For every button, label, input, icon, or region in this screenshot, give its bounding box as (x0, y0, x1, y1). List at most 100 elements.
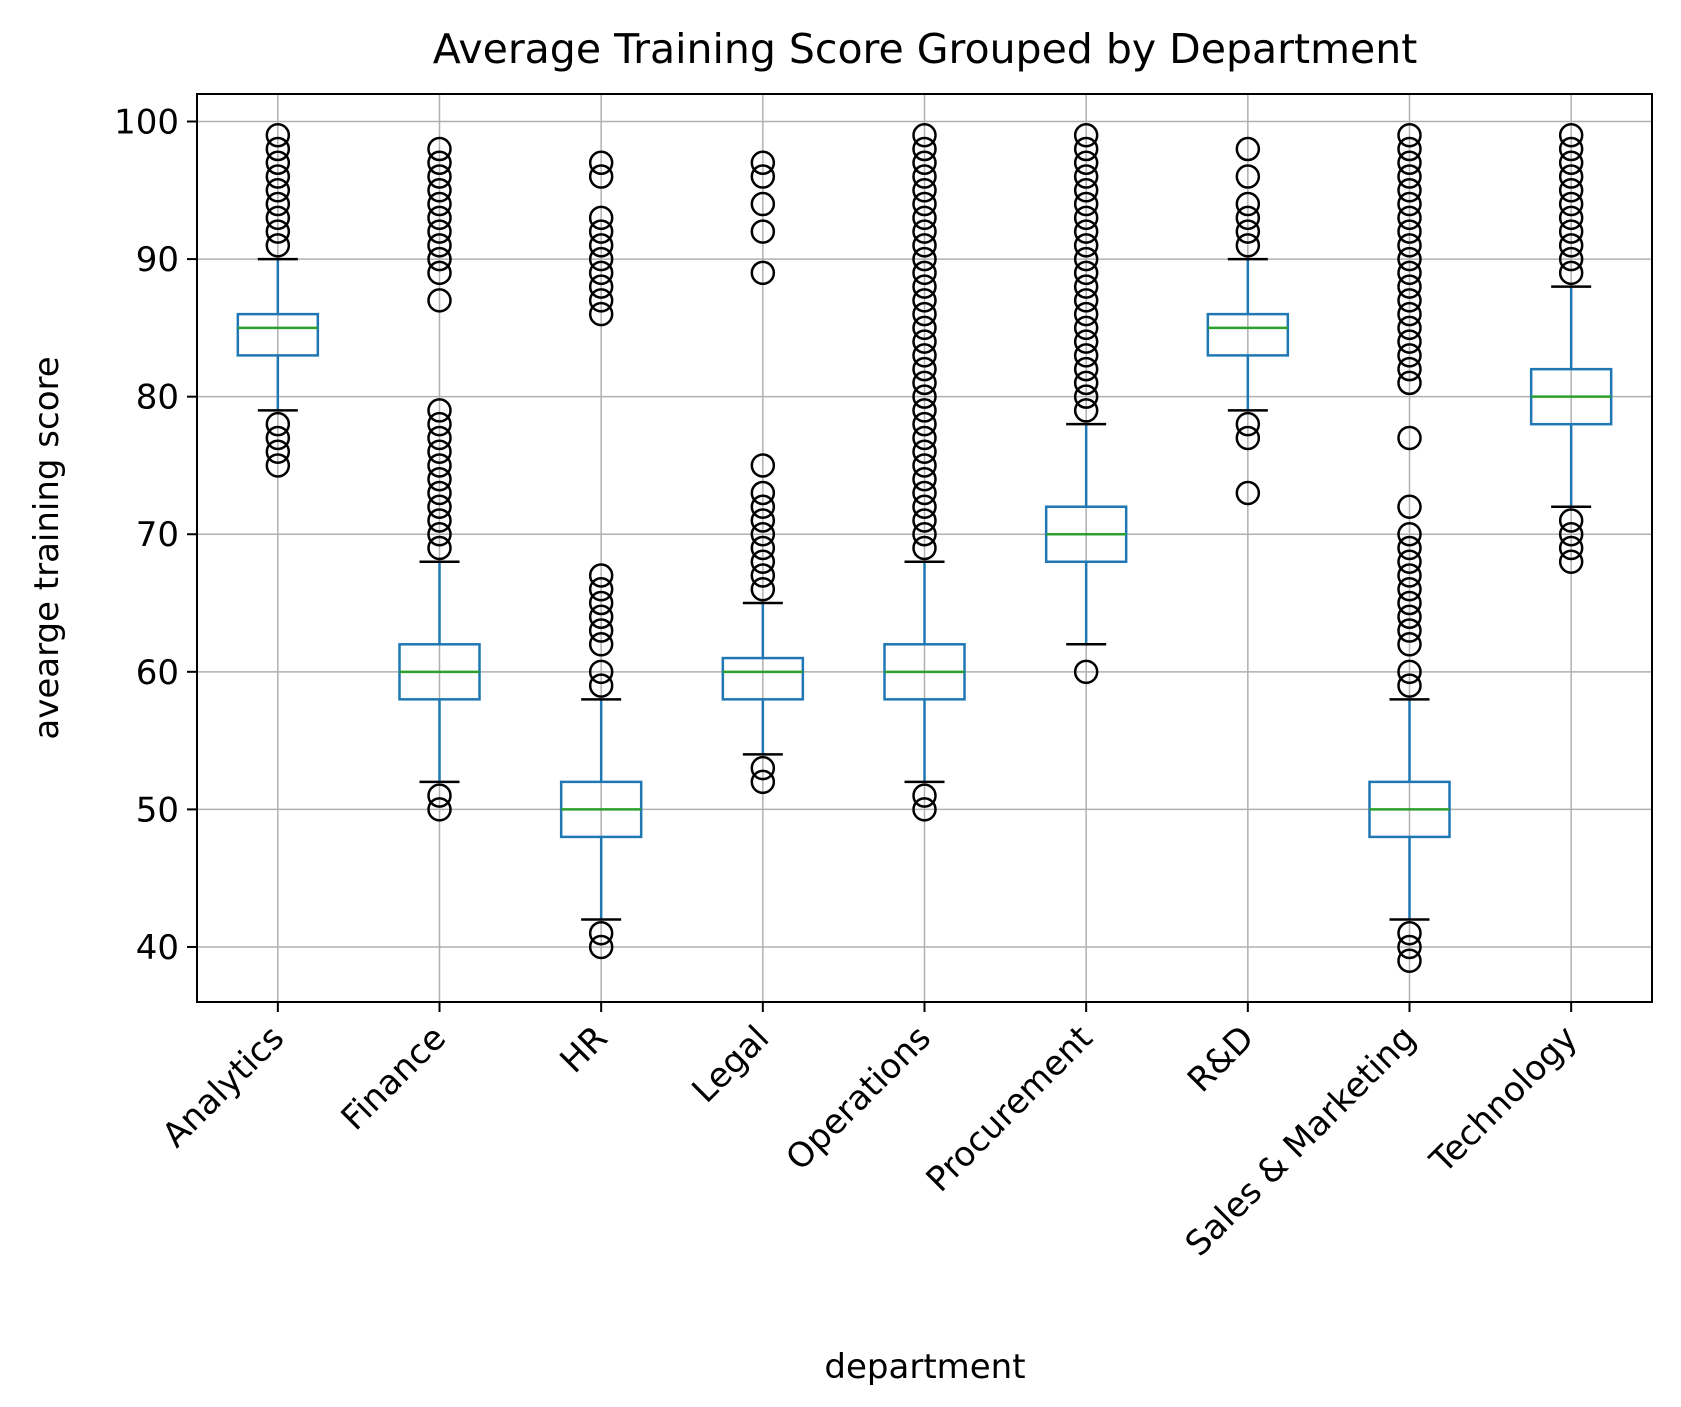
outlier-point (912, 329, 937, 354)
outlier-point (588, 219, 614, 244)
outlier-point (427, 150, 452, 176)
outlier-point (427, 535, 452, 561)
outlier-point (265, 136, 291, 162)
outlier-point (750, 150, 776, 176)
outlier-point (1397, 301, 1422, 327)
outlier-point (750, 755, 776, 781)
outlier-point (265, 205, 291, 231)
x-tick-label: Finance (334, 1018, 454, 1138)
outlier-point (1397, 233, 1422, 258)
outlier-point (1397, 315, 1422, 341)
outlier-point (750, 480, 776, 506)
outlier-point (427, 136, 452, 162)
box-group-sales-marketing (1368, 123, 1451, 973)
outlier-point (912, 425, 937, 451)
outlier-point (1558, 233, 1584, 258)
outlier-point (1397, 535, 1422, 561)
outlier-point (1397, 356, 1422, 382)
outlier-point (1235, 191, 1261, 217)
outlier-point (588, 632, 614, 657)
chart-title: Average Training Score Grouped by Depart… (433, 25, 1418, 73)
outlier-point (427, 191, 452, 217)
outlier-point (1235, 219, 1261, 244)
grid-layer (197, 94, 1652, 1002)
outlier-point (1073, 260, 1099, 286)
outlier-point (750, 577, 776, 602)
outlier-point (1558, 164, 1584, 189)
outlier-point (750, 494, 776, 519)
box-layer (236, 123, 1613, 973)
outlier-point (912, 191, 937, 217)
outlier-point (912, 274, 937, 299)
outlier-point (1073, 329, 1099, 354)
outlier-point (427, 260, 452, 286)
outlier-point (1397, 136, 1422, 162)
outlier-point (1397, 164, 1422, 189)
outlier-point (427, 439, 452, 464)
outlier-point (265, 164, 291, 189)
outlier-point (1073, 205, 1099, 231)
outlier-point (1073, 370, 1099, 396)
outlier-point (265, 178, 291, 203)
box-group-technology (1529, 123, 1613, 575)
outlier-point (265, 411, 291, 437)
outlier-point (588, 301, 614, 327)
outlier-point (1397, 288, 1422, 313)
outlier-point (1397, 577, 1422, 602)
outlier-point (1073, 219, 1099, 244)
outlier-point (1558, 535, 1584, 561)
outlier-point (912, 453, 937, 478)
outlier-point (588, 233, 614, 258)
outlier-point (1073, 343, 1099, 368)
outlier-point (1073, 384, 1099, 409)
outlier-point (912, 164, 937, 189)
outlier-point (1397, 219, 1422, 244)
outlier-point (912, 521, 937, 547)
outlier-point (1073, 191, 1099, 217)
outlier-point (912, 535, 937, 561)
outlier-point (588, 659, 614, 685)
outlier-point (588, 246, 614, 272)
outlier-point (750, 521, 776, 547)
outlier-point (750, 769, 776, 795)
outlier-point (1397, 521, 1422, 547)
outlier-point (912, 178, 937, 203)
outlier-point (588, 604, 614, 630)
outlier-point (1235, 425, 1261, 451)
outlier-point (1073, 136, 1099, 162)
outlier-point (427, 164, 452, 189)
outlier-point (1397, 150, 1422, 176)
outlier-point (265, 219, 291, 244)
iqr-box (236, 312, 320, 357)
outlier-point (750, 563, 776, 588)
outlier-point (912, 205, 937, 231)
outlier-point (912, 439, 937, 464)
outlier-point (1235, 411, 1261, 437)
outlier-point (1235, 164, 1261, 189)
outlier-point (427, 246, 452, 272)
outlier-point (588, 205, 614, 231)
outlier-point (1558, 191, 1584, 217)
outlier-point (427, 425, 452, 451)
outlier-point (588, 590, 614, 616)
outlier-point (1235, 136, 1261, 162)
iqr-box (1206, 312, 1290, 357)
outlier-point (912, 219, 937, 244)
x-tick-label: Procurement (919, 1018, 1101, 1200)
box-group-hr (559, 150, 643, 960)
x-axis-label: department (824, 1347, 1025, 1387)
outlier-point (912, 288, 937, 313)
outlier-point (427, 521, 452, 547)
outlier-point (750, 535, 776, 561)
outlier-point (588, 673, 614, 698)
outlier-point (912, 246, 937, 272)
outlier-point (1397, 274, 1422, 299)
outlier-point (1397, 632, 1422, 657)
outlier-point (1397, 329, 1422, 354)
outlier-point (912, 783, 937, 808)
outlier-point (427, 411, 452, 437)
outlier-point (912, 150, 937, 176)
outlier-point (427, 233, 452, 258)
outlier-point (265, 191, 291, 217)
outlier-point (265, 233, 291, 258)
